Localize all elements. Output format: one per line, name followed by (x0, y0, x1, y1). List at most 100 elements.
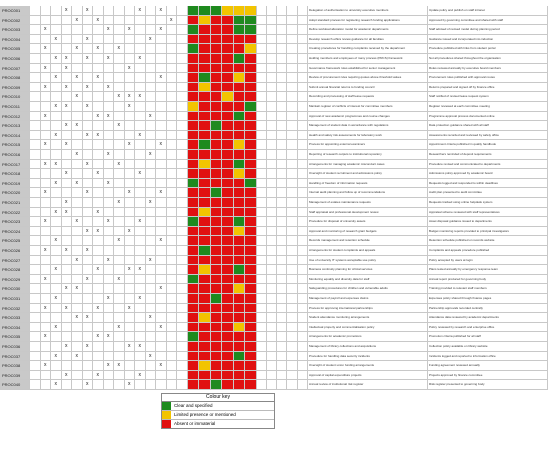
criteria-cell (114, 169, 125, 179)
table-row: PROC037 x x x Procedure for handling data se… (0, 351, 550, 362)
criteria-cell (166, 294, 177, 304)
comment-cell: Funding agreement reviewed annually (428, 361, 548, 371)
criteria-cell (266, 370, 278, 381)
criteria-cell: x (82, 102, 93, 112)
criteria-cell: x (61, 342, 72, 352)
yellow-swatch (162, 411, 171, 419)
process-id-cell: PROC018 (0, 169, 30, 179)
rating-cell (199, 284, 211, 294)
criteria-cell: x (156, 361, 167, 371)
criteria-cell: x (135, 370, 146, 381)
table-row: PROC009 x x x x Submit annual financial retur… (0, 82, 550, 93)
criteria-cell (297, 361, 308, 371)
criteria-cell (297, 380, 308, 390)
criteria-cell (82, 63, 93, 74)
description-cell: Approval of capital expenditure projects (308, 370, 428, 381)
rating-cell (245, 265, 257, 275)
rating-cell (210, 130, 222, 141)
criteria-cell: x (82, 159, 93, 170)
criteria-cell (177, 54, 188, 64)
rating-cell (187, 6, 199, 16)
comment-cell: Update policy and publish on staff intra… (428, 6, 548, 16)
criteria-cell (166, 370, 177, 381)
rating-cell (210, 111, 222, 122)
rating-cell (233, 159, 245, 170)
criteria-cell (297, 236, 308, 246)
rating-cell (222, 82, 234, 93)
criteria-cell (256, 159, 267, 170)
criteria-cell (30, 361, 41, 371)
criteria-cell (40, 351, 51, 362)
criteria-cell (103, 73, 114, 83)
criteria-cell (287, 332, 298, 342)
process-id-cell: PROC007 (0, 63, 30, 74)
criteria-cell (61, 380, 72, 390)
criteria-cell (124, 159, 135, 170)
criteria-cell (93, 121, 104, 131)
criteria-cell (82, 121, 93, 131)
criteria-cell (277, 342, 288, 352)
comment-cell: Procedure published with links from stud… (428, 44, 548, 54)
criteria-cell (266, 380, 278, 390)
criteria-cell (256, 198, 267, 208)
criteria-cell (135, 246, 146, 256)
criteria-cell (156, 34, 167, 45)
criteria-cell (30, 102, 41, 112)
criteria-cell (40, 92, 51, 102)
description-cell: Student attendance monitoring arrangemen… (308, 313, 428, 323)
criteria-cell: x (124, 303, 135, 314)
criteria-cell (156, 255, 167, 266)
process-id-cell: PROC025 (0, 236, 30, 246)
rating-cell (222, 370, 234, 381)
criteria-cell (297, 294, 308, 304)
criteria-cell (103, 121, 114, 131)
criteria-cell (287, 73, 298, 83)
criteria-cell (135, 361, 146, 371)
criteria-cell (72, 159, 83, 170)
rating-cell (245, 140, 257, 150)
process-id-cell: PROC015 (0, 140, 30, 150)
comment-cell: Staff advised of revised model during pl… (428, 25, 548, 35)
criteria-cell (145, 342, 156, 352)
criteria-cell (166, 130, 177, 141)
criteria-cell: x (124, 63, 135, 74)
criteria-cell (124, 150, 135, 160)
comment-cell: Promotion criteria published for all sta… (428, 332, 548, 342)
criteria-cell (93, 82, 104, 93)
criteria-cell (135, 351, 146, 362)
criteria-cell (177, 6, 188, 16)
comment-cell: Attendance data reviewed by academic dep… (428, 313, 548, 323)
criteria-cell (256, 63, 267, 74)
rating-cell (222, 332, 234, 342)
rating-cell (245, 178, 257, 189)
criteria-cell (287, 255, 298, 266)
criteria-cell (256, 322, 267, 333)
criteria-cell (30, 111, 41, 122)
comment-cell: Guidance issued and incorporated into in… (428, 34, 548, 45)
criteria-cell (114, 34, 125, 45)
criteria-cell (103, 351, 114, 362)
criteria-cell: x (51, 207, 62, 218)
criteria-cell (145, 140, 156, 150)
criteria-cell (277, 198, 288, 208)
criteria-cell (166, 255, 177, 266)
criteria-cell: x (40, 44, 51, 54)
criteria-cell (177, 169, 188, 179)
criteria-cell (40, 54, 51, 64)
rating-cell (199, 294, 211, 304)
criteria-cell (177, 159, 188, 170)
criteria-cell (256, 102, 267, 112)
criteria-cell (30, 198, 41, 208)
criteria-cell (103, 246, 114, 256)
process-id-cell: PROC036 (0, 342, 30, 352)
criteria-cell (297, 25, 308, 35)
criteria-cell (93, 255, 104, 266)
table-row: PROC006 x x x x x Holding members and employee… (0, 54, 550, 64)
criteria-cell (30, 63, 41, 74)
rating-cell (222, 169, 234, 179)
criteria-cell (145, 6, 156, 16)
criteria-cell (51, 274, 62, 285)
criteria-cell (114, 15, 125, 26)
rating-cell (222, 92, 234, 102)
criteria-cell (156, 265, 167, 275)
